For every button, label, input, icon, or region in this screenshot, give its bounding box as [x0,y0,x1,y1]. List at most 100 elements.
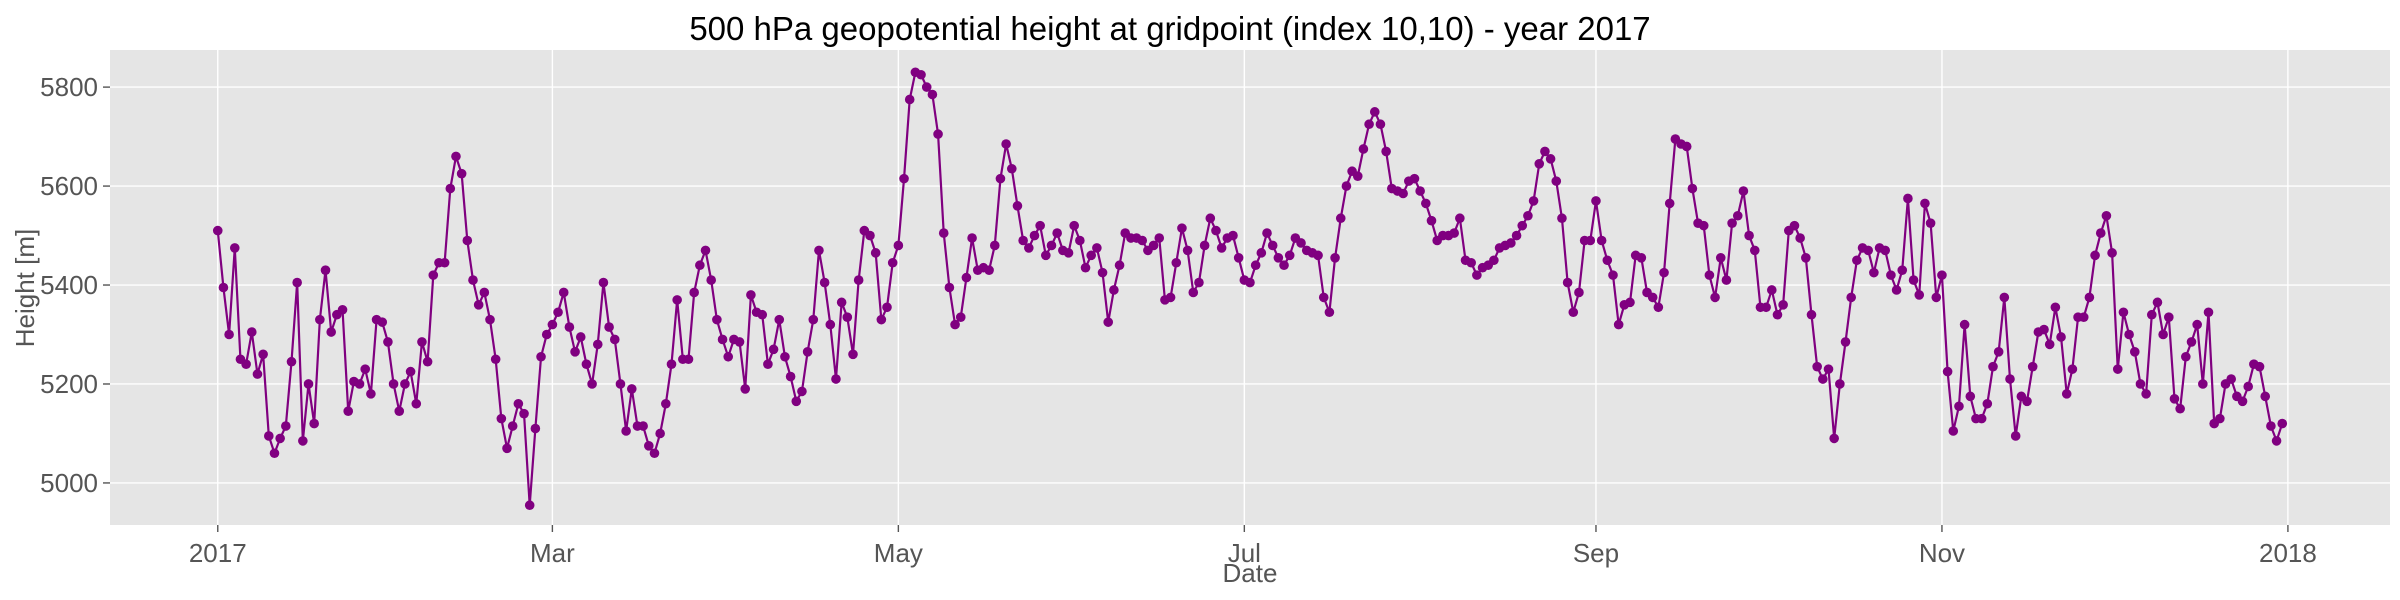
data-point [575,332,586,342]
data-point [938,228,949,238]
data-point [683,354,694,365]
x-tick-label: Mar [530,538,575,568]
data-point [1778,300,1788,310]
data-point [944,282,955,293]
data-point [870,248,881,258]
data-point [717,334,728,345]
data-point [1557,213,1567,224]
data-point [1880,245,1891,256]
data-point [950,319,960,330]
data-point [1574,287,1584,298]
data-point [1165,292,1176,303]
data-point [2090,250,2100,261]
data-point [808,314,819,325]
data-point [496,413,507,424]
data-point [1948,426,1959,436]
data-point [916,69,926,80]
data-point [343,406,354,417]
data-point [1455,213,1465,224]
data-point [1250,260,1261,271]
data-point [507,421,518,431]
data-point [1687,183,1698,194]
data-point [1341,181,1352,191]
data-point [1318,292,1329,303]
data-point [377,317,388,327]
data-point [337,304,348,315]
data-point [1659,267,1669,278]
data-point [1852,255,1862,266]
x-tick-label: Jul [1228,538,1261,568]
data-point [655,428,665,439]
data-point [519,408,529,419]
data-point [780,351,790,362]
data-point [1920,198,1930,209]
data-point [1647,292,1658,303]
data-point [1954,401,1964,412]
data-point [1103,317,1114,327]
data-point [2078,312,2089,322]
data-point [1681,141,1692,152]
data-point [564,322,575,332]
data-point [1296,238,1306,248]
data-point [473,300,484,310]
data-point [1710,292,1720,303]
data-point [1761,302,1771,313]
data-point [785,371,796,382]
data-point [1335,213,1346,224]
data-point [502,443,512,454]
data-point [1018,235,1028,246]
data-point [1891,285,1902,295]
data-point [530,423,541,434]
data-point [1863,245,1874,256]
data-point [1080,262,1091,273]
data-point [1369,107,1380,117]
data-point [2056,332,2066,342]
data-point [853,275,864,285]
data-point [2067,364,2078,374]
data-point [2039,324,2049,335]
data-point [275,433,285,444]
data-point [893,240,904,251]
data-point [1409,173,1420,184]
data-point [955,312,966,322]
data-point [1988,361,1998,372]
data-point [1171,257,1182,268]
data-point [1012,201,1023,211]
data-point [490,354,501,365]
data-point [1075,235,1085,246]
data-point [269,448,280,459]
data-point [422,356,433,367]
data-point [524,500,535,511]
data-point [1256,248,1267,258]
data-point [2010,431,2021,441]
data-point [1284,250,1295,261]
data-point [1812,361,1822,372]
data-point [1517,220,1528,231]
data-point [1199,240,1210,251]
data-point [899,173,909,184]
data-point [2175,403,2185,414]
data-point [2044,339,2055,350]
data-point [757,309,768,320]
data-point [1596,235,1607,246]
data-point [309,418,319,429]
data-point [1903,193,1913,204]
y-tick-label: 5400 [40,270,98,300]
data-point [241,359,251,369]
data-point [439,257,450,268]
data-point [2135,379,2146,389]
data-point [1024,243,1034,253]
data-point [1398,188,1408,199]
data-point [695,260,705,271]
data-point [320,265,331,275]
data-point [229,243,240,253]
data-point [967,233,977,243]
data-point [2027,361,2038,372]
data-point [1846,292,1856,303]
data-point [927,89,938,100]
data-point [1925,218,1936,228]
data-point [1358,144,1369,154]
data-point [2129,347,2140,357]
data-point [1562,277,1573,288]
data-point [1772,309,1783,320]
